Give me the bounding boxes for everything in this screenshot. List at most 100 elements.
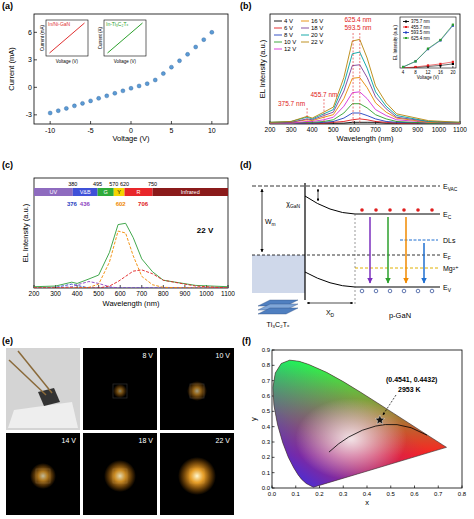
y-axis-title: Current (A) bbox=[98, 26, 103, 49]
marker bbox=[121, 89, 125, 93]
marker bbox=[405, 21, 407, 23]
legend-label: 4 V bbox=[284, 18, 293, 24]
work-function-arrow bbox=[262, 189, 263, 252]
marker bbox=[427, 48, 429, 50]
legend-swatch bbox=[301, 35, 309, 36]
marker bbox=[202, 38, 206, 42]
label: Wm bbox=[265, 218, 276, 227]
y-axis-title: Current (mA) bbox=[40, 25, 45, 52]
axes: Voltage (V)Current (mA) bbox=[40, 20, 88, 64]
y-axis-title: EL Intensity (a.u.) bbox=[21, 203, 30, 262]
band-label: R bbox=[137, 189, 141, 195]
x-tick-label: 500 bbox=[328, 126, 339, 133]
marks bbox=[50, 23, 85, 53]
series-line bbox=[403, 62, 453, 68]
marker bbox=[452, 63, 454, 65]
axes: 20030040050060070080090010001100Waveleng… bbox=[21, 178, 235, 308]
panel-letter: (a) bbox=[2, 1, 13, 11]
y-tick-label: 0.2 bbox=[262, 454, 271, 460]
panel-letter: (d) bbox=[240, 160, 252, 170]
x-tick-label: 0.3 bbox=[339, 491, 348, 497]
marker bbox=[210, 30, 214, 34]
y-tick bbox=[272, 411, 275, 412]
series-line bbox=[34, 282, 228, 288]
y-tick bbox=[272, 426, 275, 427]
x-tick-label: 0 bbox=[129, 127, 133, 134]
peak-label: 706 bbox=[138, 201, 149, 207]
x-tick-label: 600 bbox=[115, 290, 126, 297]
electron bbox=[374, 208, 378, 212]
interface bbox=[304, 183, 305, 300]
band-diagram: EVACECEFMg²⁺EVWmχGaNDLsXDTi₃C₂Tₓp-GaN bbox=[252, 183, 459, 328]
band-label: UV bbox=[50, 189, 58, 195]
photo-glow bbox=[178, 457, 216, 495]
inset-title: In/Ni-GaN bbox=[48, 21, 71, 27]
label-sub: C bbox=[448, 215, 452, 220]
photos: 8 V10 V14 V18 V22 V bbox=[6, 348, 234, 515]
hole bbox=[416, 289, 420, 293]
vacuum-level bbox=[252, 186, 440, 187]
marker bbox=[194, 45, 198, 49]
band-edge-label: 620 bbox=[120, 181, 129, 187]
legend-label: 625.4 nm bbox=[411, 36, 430, 41]
marker bbox=[375, 415, 385, 424]
series-line bbox=[50, 23, 85, 53]
annotation-line bbox=[307, 108, 308, 124]
x-tick-label: 0.4 bbox=[363, 491, 372, 497]
chromaticity-fill bbox=[273, 360, 447, 487]
marker bbox=[439, 39, 441, 41]
label: EV bbox=[443, 284, 452, 293]
inset-ground bbox=[400, 17, 456, 68]
annotation: 375.7 nm bbox=[278, 100, 305, 107]
peak-label: 436 bbox=[80, 201, 91, 207]
marker bbox=[452, 61, 454, 63]
metal-fill bbox=[252, 255, 305, 293]
hole bbox=[402, 289, 406, 293]
y-tick-label: 0 bbox=[28, 84, 32, 91]
emission-arrow bbox=[369, 217, 371, 283]
x-tick-label: 200 bbox=[265, 126, 276, 133]
electron bbox=[388, 208, 392, 212]
marker bbox=[427, 48, 429, 50]
label: Mg²⁺ bbox=[443, 265, 459, 273]
panel-letter: (e) bbox=[2, 336, 13, 346]
x-tick bbox=[50, 121, 51, 124]
x-tick bbox=[272, 486, 273, 489]
label: EVAC bbox=[443, 183, 458, 192]
legend-label: 18 V bbox=[311, 25, 323, 31]
x-tick-label: 1100 bbox=[221, 290, 235, 297]
x-tick-label: 1000 bbox=[432, 126, 447, 133]
x-tick-label: 700 bbox=[370, 126, 381, 133]
photo-ground bbox=[160, 348, 234, 430]
marks bbox=[273, 360, 447, 487]
marks bbox=[108, 23, 143, 53]
photo-chip bbox=[113, 384, 127, 398]
x-tick-label: 1000 bbox=[199, 290, 214, 297]
marker bbox=[72, 104, 76, 108]
photo-probe bbox=[9, 360, 46, 395]
y-tick-label: 0.8 bbox=[262, 362, 271, 368]
chromaticity-fill bbox=[273, 360, 447, 487]
x-tick bbox=[319, 486, 320, 489]
plot-frame bbox=[400, 17, 456, 68]
x-tick bbox=[295, 486, 296, 489]
y-tick-label: 0.5 bbox=[262, 408, 271, 414]
x-tick-label: 700 bbox=[136, 290, 147, 297]
band-label: V&B bbox=[80, 189, 91, 195]
photo-paper bbox=[8, 402, 78, 428]
y-tick-label: 0.6 bbox=[262, 393, 271, 399]
x-tick-label: 800 bbox=[391, 126, 402, 133]
y-axis-title: EL Intensity (a.u.) bbox=[258, 39, 267, 98]
inset-ground bbox=[46, 20, 88, 56]
spectral-band bbox=[153, 188, 228, 196]
y-tick bbox=[272, 350, 275, 351]
y-tick bbox=[34, 87, 37, 88]
y-tick-label: 0.3 bbox=[262, 439, 271, 445]
legend-swatch bbox=[301, 42, 309, 43]
x-tick bbox=[211, 121, 212, 124]
y-axis-title: EL Intensity (a.u.) bbox=[393, 24, 398, 60]
x-tick bbox=[171, 121, 172, 124]
x-axis-title: Wavelength (nm) bbox=[337, 134, 394, 143]
photo-ground bbox=[6, 433, 80, 515]
legend-label: 12 V bbox=[284, 46, 296, 52]
